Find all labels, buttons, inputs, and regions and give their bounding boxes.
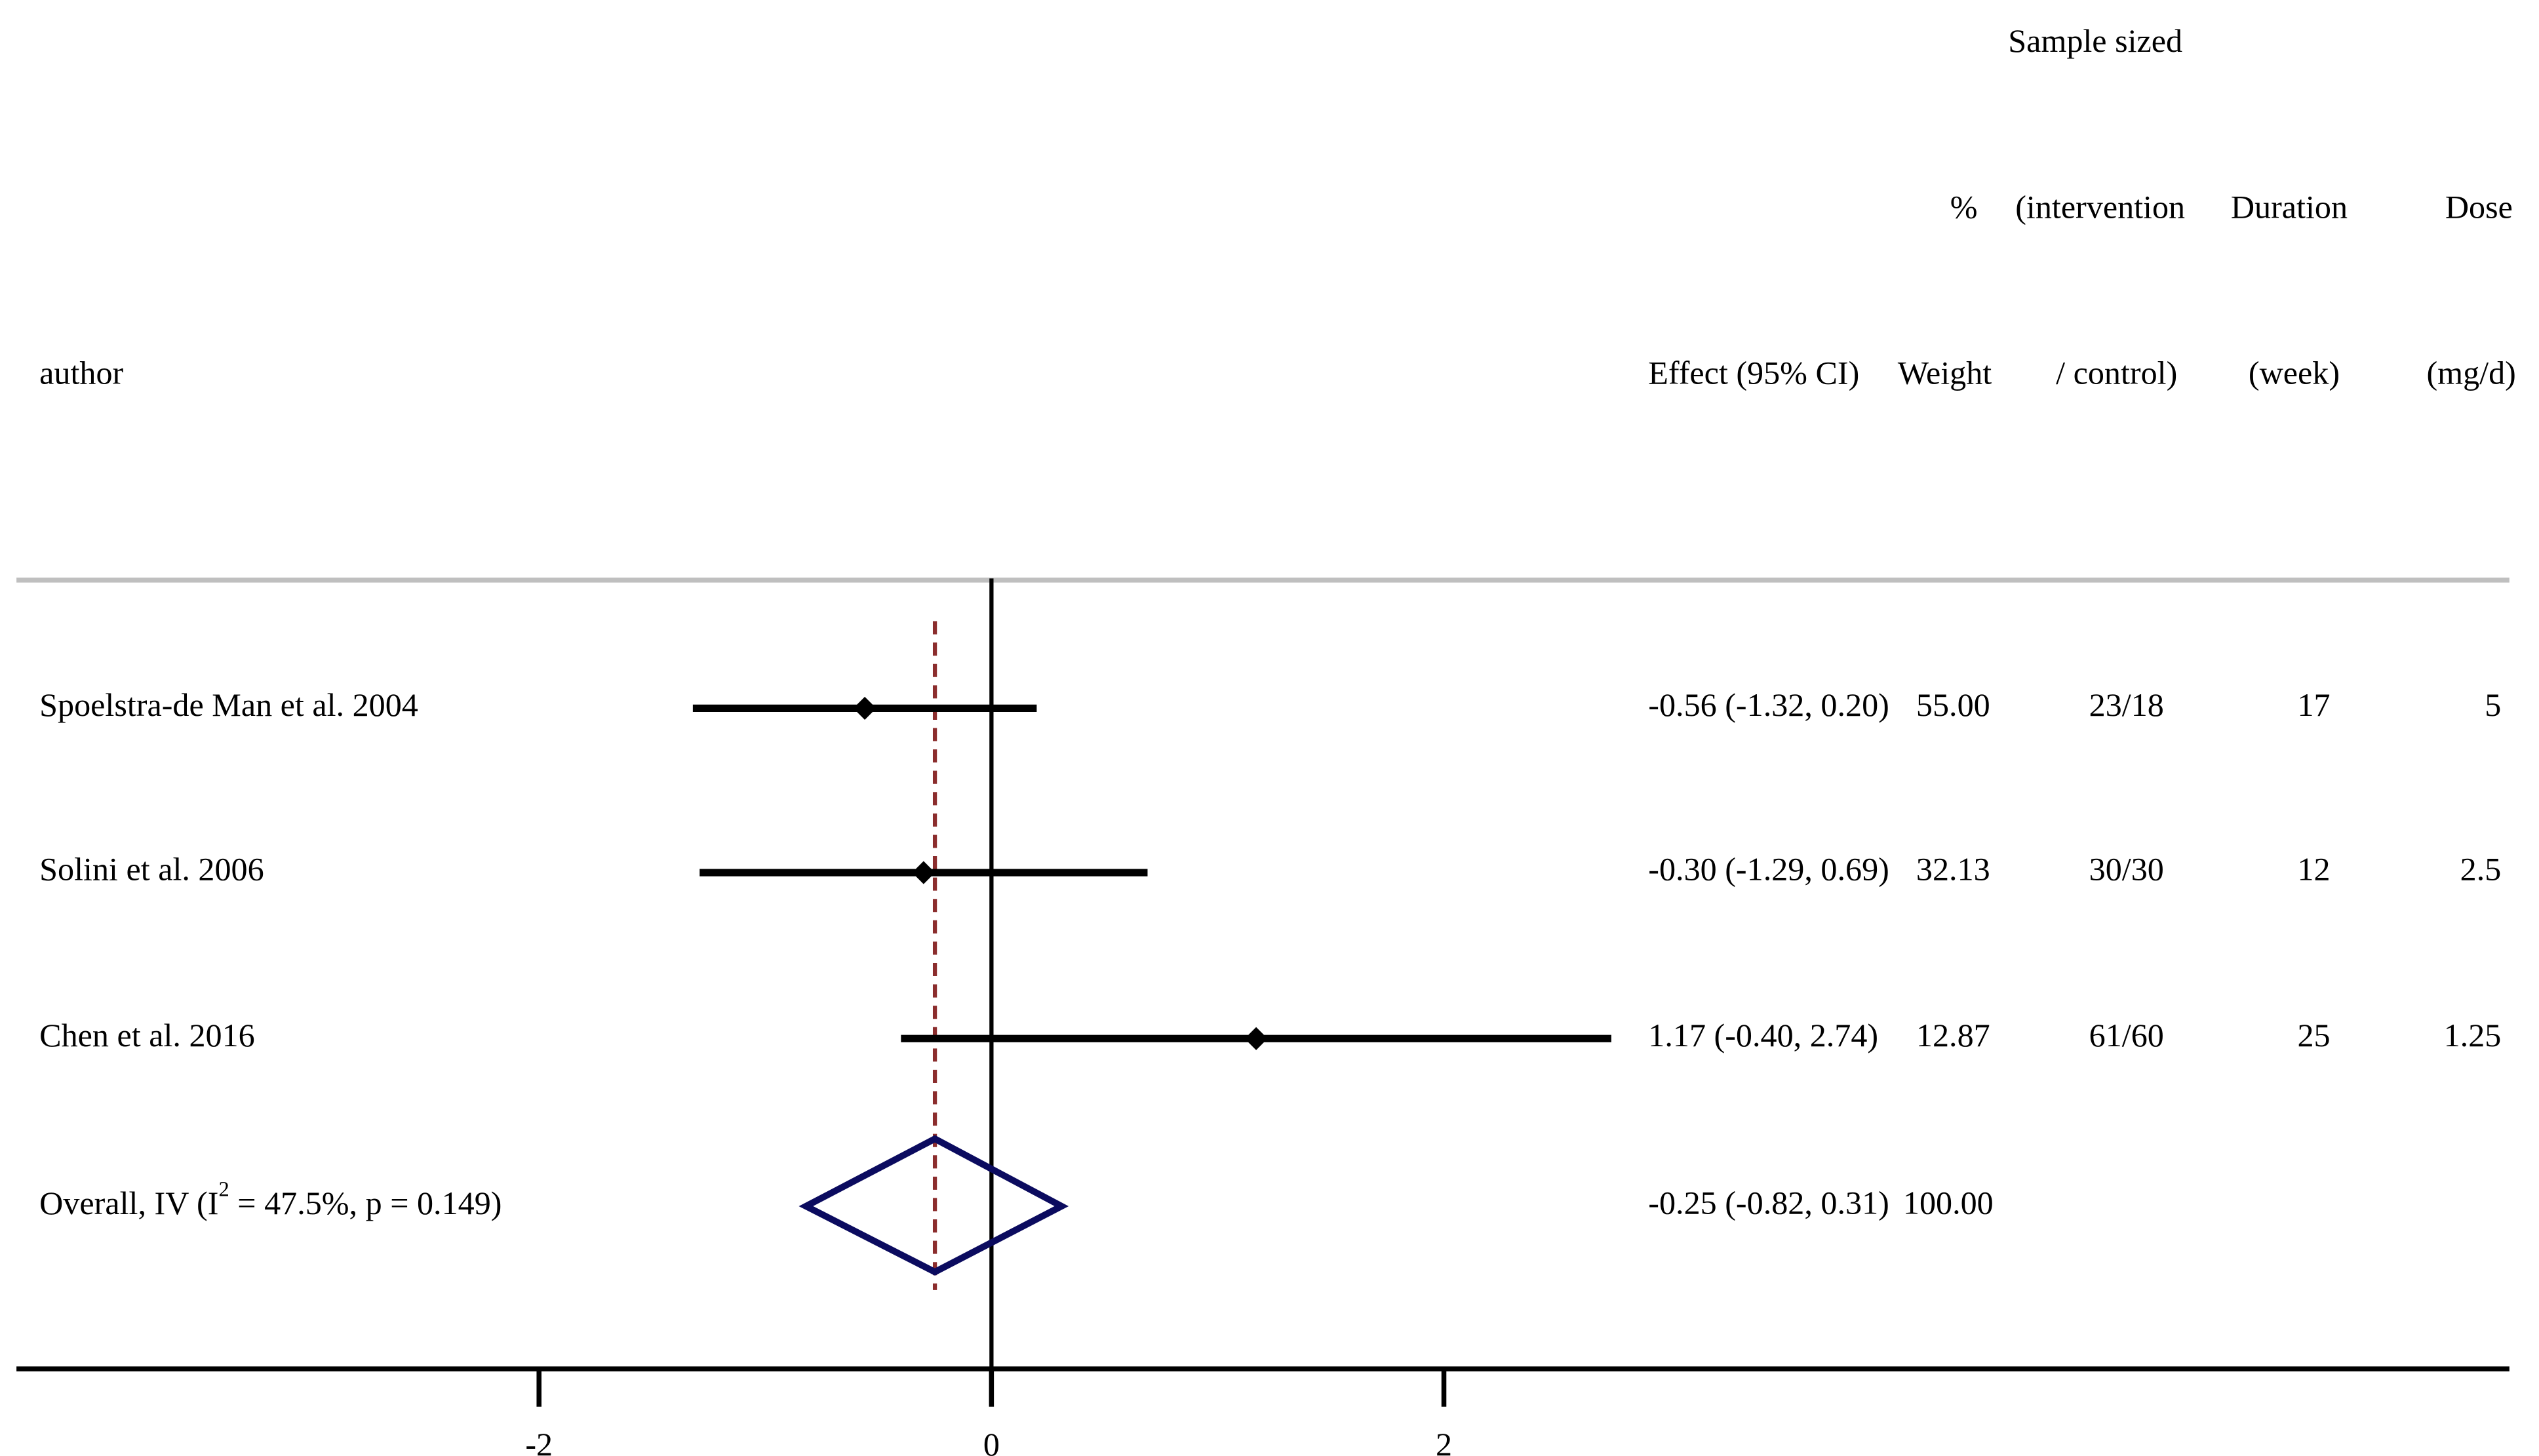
sample-size: 61/60	[2089, 1017, 2164, 1053]
column-header: / control)	[2056, 355, 2177, 391]
duration: 12	[2297, 851, 2330, 888]
weight-label: 55.00	[1916, 686, 1990, 723]
x-tick-label: 2	[1436, 1426, 1452, 1456]
column-header: %	[1950, 188, 1978, 225]
effect-label: 1.17 (-0.40, 2.74)	[1648, 1017, 1878, 1053]
column-header: Effect (95% CI)	[1648, 355, 1859, 391]
overall-label: Overall, IV (I2 = 47.5%, p = 0.149)	[39, 1178, 502, 1221]
point-estimate	[853, 696, 876, 720]
column-header: (intervention	[2015, 188, 2185, 225]
x-tick-label: 0	[983, 1426, 1000, 1456]
effect-label: -0.25 (-0.82, 0.31)	[1648, 1184, 1889, 1221]
duration: 25	[2297, 1017, 2330, 1053]
weight-label: 100.00	[1903, 1184, 1994, 1221]
study-author: Chen et al. 2016	[39, 1017, 255, 1053]
column-header: author	[39, 355, 123, 391]
column-header: (week)	[2249, 355, 2340, 391]
study-author: Solini et al. 2006	[39, 851, 264, 888]
dose: 2.5	[2460, 851, 2502, 888]
point-estimate	[1244, 1027, 1268, 1050]
column-header: Weight	[1898, 355, 1992, 391]
dose: 5	[2485, 686, 2501, 723]
duration: 17	[2297, 686, 2330, 723]
overall-diamond	[798, 1135, 1069, 1276]
dose: 1.25	[2444, 1017, 2502, 1053]
overall-label-superscript: 2	[218, 1178, 229, 1202]
column-header: Sample sized	[2008, 22, 2182, 59]
effect-label: -0.30 (-1.29, 0.69)	[1648, 851, 1889, 888]
study-author: Spoelstra-de Man et al. 2004	[39, 686, 418, 723]
weight-label: 12.87	[1916, 1017, 1990, 1053]
sample-size: 23/18	[2089, 686, 2164, 723]
weight-label: 32.13	[1916, 851, 1990, 888]
column-header: Dose	[2445, 188, 2513, 225]
overall-label-text: Overall, IV (I	[39, 1184, 218, 1221]
sample-size: 30/30	[2089, 851, 2164, 888]
point-estimate	[912, 861, 935, 884]
column-header: (mg/d)	[2426, 355, 2515, 391]
effect-label: -0.56 (-1.32, 0.20)	[1648, 686, 1889, 723]
column-header: Duration	[2231, 188, 2348, 225]
x-tick-label: -2	[525, 1426, 553, 1456]
overall-label-text: = 47.5%, p = 0.149)	[229, 1184, 502, 1221]
